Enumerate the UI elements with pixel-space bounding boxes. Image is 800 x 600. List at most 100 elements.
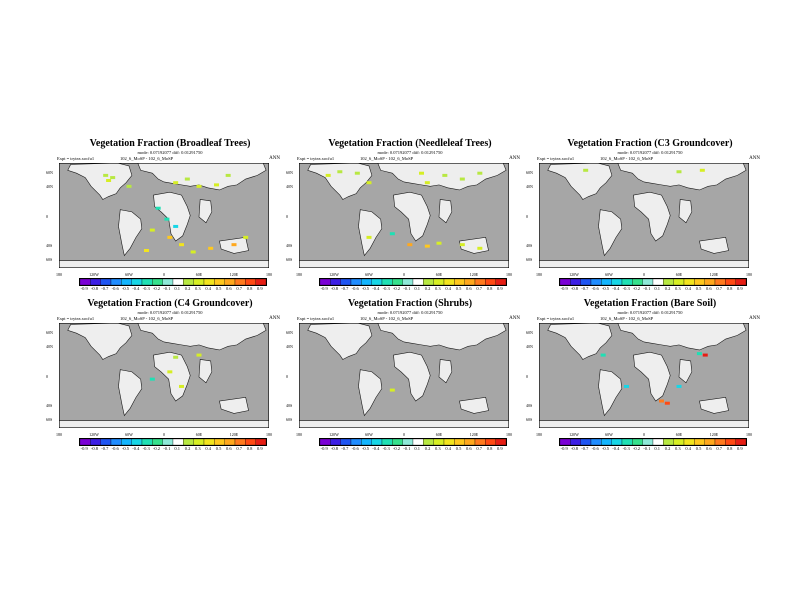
land-antarctica xyxy=(59,420,269,428)
colorbar-tick-label: -0.7 xyxy=(341,286,349,291)
colorbar-swatch xyxy=(663,279,674,285)
colorbar-tick-label: -0.4 xyxy=(372,286,380,291)
colorbar-swatch xyxy=(392,439,403,445)
colorbar-swatch xyxy=(340,279,352,285)
colorbar-swatch xyxy=(580,439,592,445)
colorbar-swatch xyxy=(725,279,736,285)
lon-tick-label: 180 xyxy=(296,272,302,277)
panel-season-label: ANN xyxy=(269,316,280,321)
anomaly-cell xyxy=(477,246,483,250)
colorbar-tick-label: 0.9 xyxy=(257,446,263,451)
colorbar-swatch xyxy=(110,279,122,285)
colorbar-tick-label: 0.2 xyxy=(184,446,191,451)
colorbar-swatch xyxy=(100,439,112,445)
panel-season-label: ANN xyxy=(509,156,520,161)
land-north-america xyxy=(547,323,613,360)
anomaly-cell xyxy=(164,217,170,221)
anomaly-cell xyxy=(173,355,179,359)
lat-tick-label: 0 xyxy=(286,213,288,219)
lon-tick-label: 60E xyxy=(435,272,443,277)
colorbar-swatch xyxy=(412,279,424,285)
colorbar-tick-label: -0.2 xyxy=(152,286,161,291)
lon-tick-label: 0 xyxy=(403,272,405,277)
colorbar-swatch xyxy=(725,439,736,445)
land-india xyxy=(438,199,453,224)
lon-tick-label: 60W xyxy=(125,432,133,437)
colorbar-swatch xyxy=(735,439,746,445)
colorbar-tick-label: 0.6 xyxy=(466,446,472,451)
panel-expt-label: Expt = trytea.xocfu1 xyxy=(537,156,575,161)
colorbar-swatch xyxy=(224,439,236,445)
lat-tick-label: 0 xyxy=(46,373,48,379)
map-panel-1: Vegetation Fraction (Broadleaf Trees) mod… xyxy=(46,138,285,318)
colorbar-tick-label: -0.2 xyxy=(392,446,401,451)
colorbar-swatch xyxy=(433,279,445,285)
colorbar-tick-label: 0.1 xyxy=(654,446,660,451)
colorbar-tick-label: -0.6 xyxy=(111,286,119,291)
lon-tick-label: 180 xyxy=(506,432,512,437)
colorbar-swatch xyxy=(183,279,194,285)
colorbar-tick-label: -0.6 xyxy=(591,286,599,291)
colorbar-swatch xyxy=(255,279,266,285)
anomaly-cell xyxy=(144,249,149,252)
colorbar-swatch xyxy=(121,439,132,445)
colorbar-tick-label: 0.5 xyxy=(215,446,222,451)
colorbar-tick-label: 0.7 xyxy=(236,286,242,291)
colorbar-tick-label: 0.4 xyxy=(205,286,211,291)
panel-model-label: 102_6_MoSP - 102_6_MoSP xyxy=(360,156,414,161)
lon-tick-label: 60W xyxy=(365,272,373,277)
lon-tick-label: 60E xyxy=(195,272,203,277)
colorbar-swatch xyxy=(632,439,643,445)
colorbar-tick-label: 0.1 xyxy=(414,446,420,451)
colorbar-swatch xyxy=(590,439,602,445)
panel-season-label: ANN xyxy=(509,316,520,321)
colorbar-tick-label: -0.3 xyxy=(142,286,150,291)
colorbar-tick-label: 0.1 xyxy=(414,286,420,291)
map-panel-6: Vegetation Fraction (Bare Soil) mode: 0.0… xyxy=(526,298,765,478)
anomaly-cell xyxy=(149,228,155,232)
colorbar-tick-label: 0.6 xyxy=(706,286,712,291)
colorbar-swatch xyxy=(601,279,612,285)
colorbar-swatch xyxy=(402,439,414,445)
anomaly-cell xyxy=(459,177,465,181)
colorbar-tick-label: 0.4 xyxy=(685,286,691,291)
colorbar-swatch xyxy=(694,439,705,445)
colorbar-tick-label: 0.5 xyxy=(215,286,222,291)
lat-tick-label: 40N xyxy=(286,184,293,190)
colorbar-swatch xyxy=(485,279,496,285)
colorbar-swatch xyxy=(234,279,246,285)
panel-title: Vegetation Fraction (Shrubs) xyxy=(347,298,473,309)
map-panel-3: Vegetation Fraction (C3 Groundcover) mode… xyxy=(526,138,765,318)
colorbar-tick-label: -0.8 xyxy=(90,286,99,291)
colorbar xyxy=(319,438,507,446)
colorbar xyxy=(319,278,507,286)
colorbar-swatch xyxy=(464,279,476,285)
colorbar-swatch xyxy=(152,279,163,285)
lon-tick-label: 180 xyxy=(746,272,752,277)
panel-title: Vegetation Fraction (Broadleaf Trees) xyxy=(89,138,251,149)
colorbar-swatch xyxy=(663,439,674,445)
colorbar-tick-label: -0.7 xyxy=(341,446,349,451)
colorbar-swatch xyxy=(485,439,496,445)
colorbar-swatch xyxy=(735,279,746,285)
lon-tick-label: 0 xyxy=(643,432,645,437)
colorbar-swatch xyxy=(141,279,153,285)
colorbar-swatch xyxy=(340,439,352,445)
colorbar-swatch xyxy=(193,439,205,445)
map-plot xyxy=(59,323,269,428)
panel-title: Vegetation Fraction (Bare Soil) xyxy=(583,298,717,309)
colorbar-swatch xyxy=(560,279,571,285)
anomaly-cell xyxy=(126,184,132,188)
colorbar-swatch xyxy=(495,279,506,285)
colorbar-swatch xyxy=(495,439,506,445)
map-frame xyxy=(299,323,509,428)
land-antarctica xyxy=(59,260,269,268)
colorbar-tick-label: -0.9 xyxy=(320,446,328,451)
land-antarctica xyxy=(299,420,509,428)
land-north-america xyxy=(307,323,373,360)
lon-tick-label: 0 xyxy=(163,432,165,437)
lon-tick-label: 120W xyxy=(89,272,99,277)
colorbar-swatch xyxy=(193,279,205,285)
land-north-america xyxy=(67,163,133,200)
lon-tick-label: 60W xyxy=(605,272,613,277)
